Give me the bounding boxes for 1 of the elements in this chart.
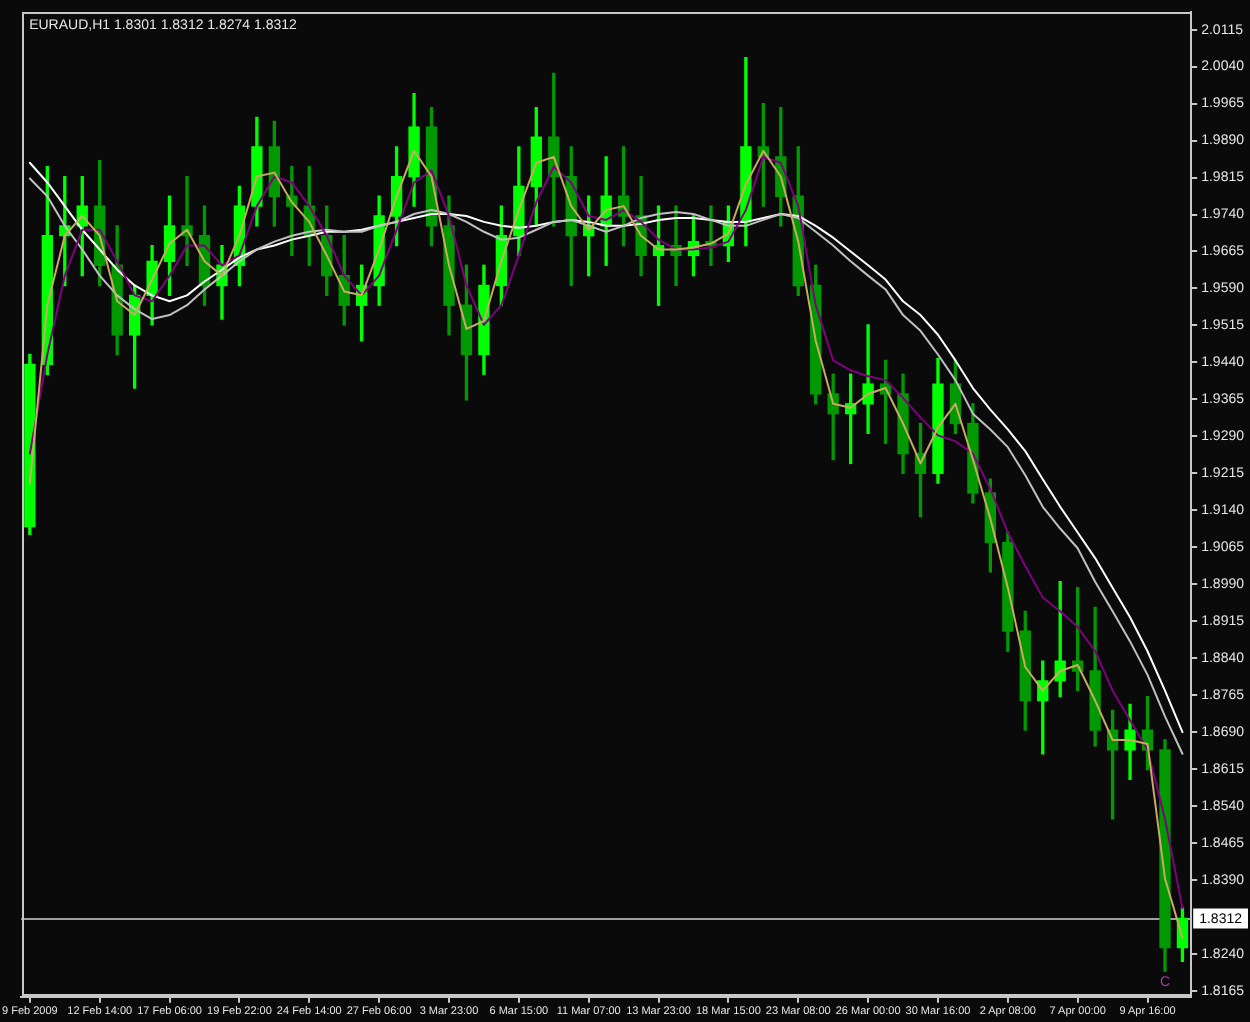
candlestick [862,324,874,435]
